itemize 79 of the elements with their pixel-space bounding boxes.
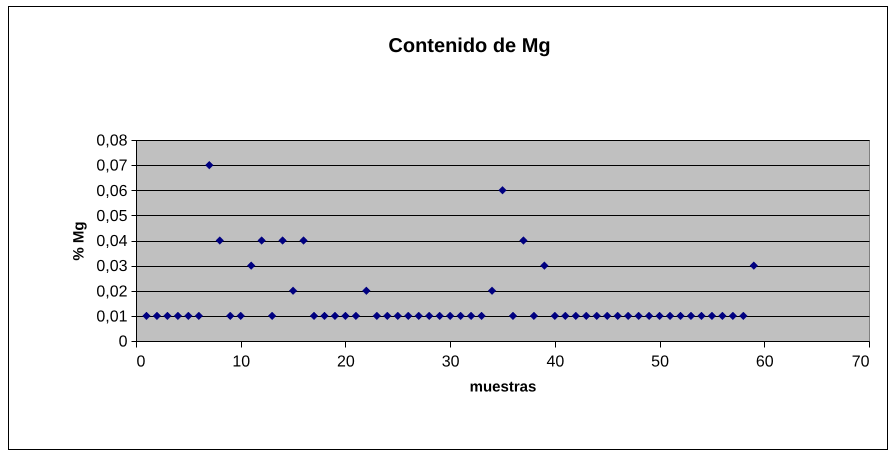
point [614, 312, 622, 320]
point [163, 312, 172, 320]
x-tick-label: 70 [852, 354, 870, 370]
point [456, 312, 465, 320]
point [530, 312, 538, 320]
point [634, 312, 643, 320]
y-tick-label: 0,04 [96, 233, 128, 250]
point [666, 312, 674, 320]
y-tick-label: 0 [118, 334, 128, 350]
point [278, 236, 287, 245]
point [561, 312, 570, 320]
point [330, 312, 340, 320]
point [488, 286, 496, 295]
point [572, 312, 580, 320]
point [446, 312, 454, 320]
point [152, 312, 162, 320]
point [310, 312, 318, 320]
point [644, 312, 654, 320]
point [362, 286, 370, 295]
x-tick-label: 30 [442, 354, 460, 370]
point [288, 286, 298, 295]
x-tick-label: 60 [756, 354, 774, 370]
point [750, 262, 758, 270]
point [624, 312, 632, 320]
point [320, 312, 329, 320]
y-tick-label: 0,02 [96, 283, 128, 300]
point [686, 312, 696, 320]
point [174, 312, 182, 320]
y-tick-label: 0,03 [96, 258, 128, 276]
y-tick-label: 0,05 [96, 208, 128, 225]
x-tick-label: 10 [232, 354, 250, 370]
chart-title: Contenido de Mg [388, 35, 551, 57]
point [728, 312, 737, 320]
x-tick-label: 40 [546, 354, 564, 370]
point [414, 312, 423, 320]
point [372, 312, 381, 320]
point [205, 161, 214, 170]
point [498, 186, 507, 194]
point [194, 312, 203, 320]
point [436, 312, 444, 320]
point [739, 312, 748, 320]
point [142, 312, 151, 320]
point [708, 312, 716, 320]
point [540, 262, 549, 270]
point [258, 236, 266, 245]
point [718, 312, 727, 320]
x-tick-label: 20 [337, 354, 355, 370]
y-tick-label: 0,08 [96, 132, 128, 150]
point [697, 312, 706, 320]
point [603, 312, 612, 320]
point [226, 312, 234, 320]
point [394, 312, 402, 320]
y-tick-label: 0,01 [96, 308, 128, 326]
y-axis-title: % Mg [70, 221, 88, 261]
point [466, 312, 476, 320]
point [519, 236, 528, 245]
point [582, 312, 590, 320]
point [550, 312, 559, 320]
point [655, 312, 664, 320]
x-axis-title: muestras [470, 378, 536, 396]
y-tick-label: 0,07 [96, 158, 128, 175]
point [592, 312, 601, 320]
point [425, 312, 434, 320]
x-tick-label: 0 [136, 354, 146, 370]
y-tick-label: 0,06 [96, 182, 128, 200]
point [508, 312, 518, 320]
point [477, 312, 486, 320]
point [268, 312, 276, 320]
point [404, 312, 412, 320]
point [216, 236, 224, 245]
point [247, 262, 256, 270]
point [299, 236, 308, 245]
point [184, 312, 192, 320]
point [236, 312, 245, 320]
x-tick-label: 50 [651, 354, 670, 370]
point [676, 312, 685, 320]
point [383, 312, 392, 320]
point [352, 312, 360, 320]
point [341, 312, 350, 320]
